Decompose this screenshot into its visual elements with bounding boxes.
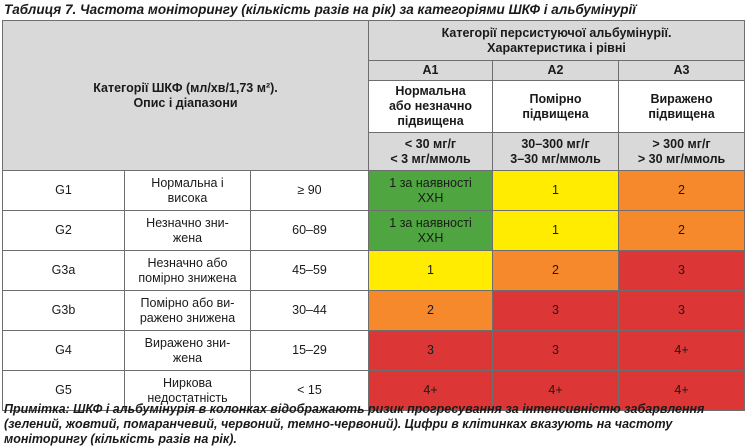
gfr-description-line1: Помірно або ви-	[140, 295, 235, 310]
frequency-cell: 1 за наявності ХХН	[368, 170, 494, 211]
col-desc-a3-line1: Виражено	[650, 91, 713, 106]
frequency-cell: 3	[492, 330, 620, 371]
frequency-line1: 1 за наявності	[389, 215, 472, 230]
gfr-range: 15–29	[249, 330, 370, 371]
gfr-description: Незначно зни-жена	[124, 210, 251, 251]
gfr-header-line1: Категорії ШКФ (мл/хв/1,73 м²).	[93, 80, 278, 95]
gfr-description-line2: висока	[167, 190, 208, 205]
col-range-a2-line1: 30–300 мг/г	[521, 136, 590, 151]
table-caption: Таблиця 7. Частота моніторингу (кількіст…	[4, 2, 637, 17]
col-range-a1: < 30 мг/г < 3 мг/ммоль	[368, 132, 494, 171]
frequency-line2: ХХН	[417, 190, 444, 205]
table-row: G2 Незначно зни-жена 60–89 1 за наявност…	[2, 210, 746, 251]
frequency-cell: 3	[492, 290, 620, 331]
frequency-cell: 4+	[492, 370, 620, 411]
col-desc-a1-line3: підвищена	[397, 114, 464, 128]
gfr-category: G2	[2, 210, 125, 251]
table-row: G1 Нормальна і висока ≥ 90 1 за наявності…	[2, 170, 746, 211]
gfr-description-line1: Виражено зни-	[144, 335, 231, 350]
gfr-category: G5	[2, 370, 125, 411]
gfr-range: 45–59	[249, 250, 370, 291]
gfr-description-line2: помірно знижена	[138, 270, 237, 285]
albuminuria-header: Категорії персистуючої альбумінурії. Хар…	[368, 20, 746, 61]
albuminuria-header-line2: Характеристика і рівні	[487, 40, 626, 55]
col-range-a3: > 300 мг/г > 30 мг/ммоль	[618, 132, 746, 171]
table-row: G5 Ниркова недостатність < 15 4+ 4+ 4+	[2, 370, 746, 411]
frequency-cell: 1	[368, 250, 494, 291]
frequency-cell: 2	[368, 290, 494, 331]
gfr-category: G1	[2, 170, 125, 211]
col-range-a3-line1: > 300 мг/г	[652, 136, 711, 151]
frequency-cell: 2	[618, 170, 746, 211]
table-note: Примітка: ШКФ і альбумінурія в колонках …	[4, 402, 705, 446]
frequency-cell: 3	[368, 330, 494, 371]
col-desc-a1: Нормальна або незначно підвищена	[368, 80, 494, 133]
gfr-description-line2: недостатність	[147, 390, 228, 405]
col-code-a1: А1	[368, 60, 494, 81]
col-desc-a1-line1: Нормальна	[395, 84, 466, 98]
table-row: G4 Виражено зни-жена 15–29 3 3 4+	[2, 330, 746, 371]
gfr-description-line1: Незначно зни-	[146, 215, 229, 230]
frequency-cell: 4+	[368, 370, 494, 411]
col-range-a1-line1: < 30 мг/г	[404, 136, 457, 151]
gfr-range: 60–89	[249, 210, 370, 251]
gfr-category: G3b	[2, 290, 125, 331]
gfr-description-line1: Незначно або	[147, 255, 228, 270]
frequency-cell: 1	[492, 210, 620, 251]
frequency-cell: 1	[492, 170, 620, 211]
col-range-a3-line2: > 30 мг/ммоль	[637, 151, 726, 166]
frequency-cell: 4+	[618, 330, 746, 371]
col-code-a2: А2	[492, 60, 620, 81]
gfr-range: 30–44	[249, 290, 370, 331]
monitoring-frequency-table: Категорії ШКФ (мл/хв/1,73 м²). Опис і ді…	[1, 20, 746, 411]
table-row: G3a Незначно або помірно знижена 45–59 1 …	[2, 250, 746, 291]
frequency-cell: 1 за наявності ХХН	[368, 210, 494, 251]
gfr-description-line2: жена	[172, 230, 203, 245]
frequency-cell: 2	[618, 210, 746, 251]
gfr-range: < 15	[249, 370, 370, 411]
table-row: G3b Помірно або ви-ражено знижена 30–44 …	[2, 290, 746, 331]
col-desc-a1-line2: або незначно	[388, 99, 473, 113]
gfr-description: Помірно або ви-ражено знижена	[124, 290, 251, 331]
frequency-line2: ХХН	[417, 230, 444, 245]
gfr-header: Категорії ШКФ (мл/хв/1,73 м²). Опис і ді…	[1, 20, 370, 171]
frequency-cell: 2	[492, 250, 620, 291]
col-desc-a2-line2: підвищена	[522, 106, 589, 121]
col-desc-a2: Помірно підвищена	[492, 80, 620, 133]
frequency-cell: 3	[618, 250, 746, 291]
col-range-a2-line2: 3–30 мг/ммоль	[510, 151, 601, 166]
col-code-a3: А3	[618, 60, 746, 81]
frequency-cell: 4+	[618, 370, 746, 411]
albuminuria-header-line1: Категорії персистуючої альбумінурії.	[441, 25, 672, 40]
gfr-range: ≥ 90	[249, 170, 370, 211]
col-range-a1-line2: < 3 мг/ммоль	[390, 151, 471, 166]
gfr-description: Виражено зни-жена	[124, 330, 251, 371]
col-desc-a2-line1: Помірно	[529, 91, 582, 106]
gfr-category: G4	[2, 330, 125, 371]
frequency-line1: 1 за наявності	[389, 175, 472, 190]
gfr-description-line2: ражено знижена	[139, 310, 236, 325]
gfr-category: G3a	[2, 250, 125, 291]
gfr-description-line1: Ниркова	[163, 375, 212, 390]
frequency-cell: 3	[618, 290, 746, 331]
col-range-a2: 30–300 мг/г 3–30 мг/ммоль	[492, 132, 620, 171]
gfr-description-line2: жена	[172, 350, 203, 365]
gfr-description-line1: Нормальна і	[151, 175, 224, 190]
col-desc-a3-line2: підвищена	[648, 106, 715, 121]
gfr-header-line2: Опис і діапазони	[133, 95, 238, 110]
gfr-description: Незначно або помірно знижена	[124, 250, 251, 291]
col-desc-a3: Виражено підвищена	[618, 80, 746, 133]
gfr-description: Нормальна і висока	[124, 170, 251, 211]
